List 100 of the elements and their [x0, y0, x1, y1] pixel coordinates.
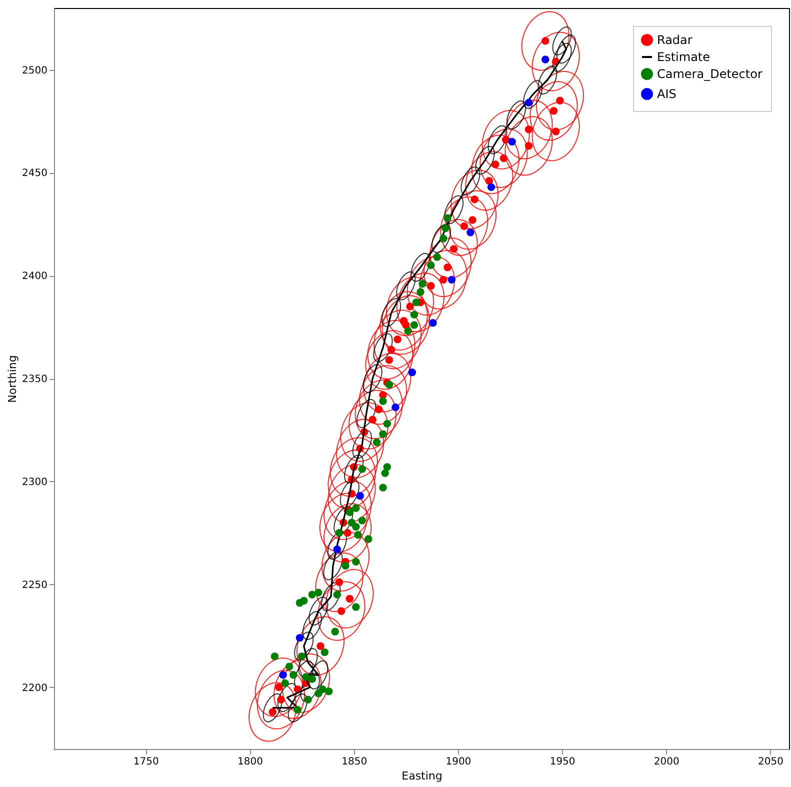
point	[298, 652, 306, 660]
x-tick-label: 1750	[133, 756, 159, 768]
x-tick-label: 2000	[654, 756, 680, 768]
point	[556, 96, 564, 104]
point	[392, 403, 400, 412]
point	[333, 590, 342, 598]
point	[468, 216, 476, 224]
point	[418, 280, 426, 288]
point	[308, 675, 316, 683]
point	[460, 222, 468, 230]
y-tick-label: 2450	[22, 168, 48, 180]
point	[550, 107, 558, 115]
point	[492, 160, 500, 168]
point	[324, 688, 333, 696]
point	[379, 430, 387, 438]
point	[270, 652, 279, 660]
point	[524, 98, 533, 107]
point	[296, 598, 304, 607]
point	[552, 128, 560, 136]
point	[335, 578, 344, 586]
point	[383, 463, 392, 471]
point	[444, 263, 452, 272]
point	[416, 288, 424, 296]
point	[358, 516, 366, 524]
point	[346, 594, 354, 603]
point	[524, 142, 533, 150]
point	[374, 406, 383, 414]
point	[381, 469, 389, 478]
x-tick-label: 1800	[237, 756, 263, 768]
point	[394, 336, 402, 344]
point	[372, 438, 381, 446]
x-tick-label: 1850	[342, 756, 368, 768]
point	[356, 492, 364, 500]
point	[500, 154, 508, 162]
point	[439, 276, 448, 284]
point	[352, 603, 360, 611]
point	[352, 504, 360, 512]
point	[410, 321, 418, 329]
point	[448, 276, 456, 284]
point	[408, 368, 416, 376]
point	[450, 244, 458, 253]
x-tick-label: 2050	[758, 756, 784, 768]
y-tick-label: 2250	[22, 580, 48, 591]
point	[337, 607, 346, 615]
point	[542, 56, 550, 64]
point	[279, 671, 287, 679]
point	[404, 327, 412, 336]
point	[385, 356, 394, 364]
y-tick-label: 2400	[22, 271, 48, 282]
point	[426, 261, 435, 270]
y-tick-label: 2200	[22, 682, 48, 694]
point	[385, 380, 394, 389]
legend-label: Radar	[657, 33, 692, 47]
legend-label: AIS	[657, 87, 676, 101]
point	[348, 518, 356, 526]
legend-label: Estimate	[657, 50, 710, 64]
x-tick-label: 1950	[550, 756, 576, 768]
legend-label: Camera_Detector	[657, 67, 762, 81]
point	[314, 690, 322, 698]
point	[470, 196, 478, 204]
point	[383, 420, 392, 428]
point	[304, 696, 312, 704]
point	[277, 696, 285, 704]
point	[290, 671, 298, 679]
point	[433, 253, 441, 261]
point	[466, 228, 474, 236]
point	[379, 484, 387, 492]
x-axis-title: Easting	[402, 770, 442, 782]
point	[281, 679, 289, 687]
point	[352, 558, 360, 566]
point	[335, 529, 344, 537]
y-axis-title: Northing	[6, 355, 20, 403]
point	[308, 590, 316, 598]
point	[331, 628, 339, 636]
point	[502, 136, 510, 144]
point	[402, 321, 410, 329]
point	[387, 346, 396, 354]
point	[314, 588, 322, 596]
point	[364, 535, 372, 543]
point	[426, 282, 435, 290]
point	[524, 126, 533, 134]
point	[354, 531, 362, 539]
point	[342, 562, 350, 570]
point	[442, 224, 450, 232]
point	[508, 138, 516, 146]
y-tick-label: 2300	[22, 476, 48, 488]
point	[320, 648, 329, 656]
point	[268, 708, 276, 716]
point	[296, 634, 304, 642]
point	[344, 529, 352, 537]
y-tick-label: 2350	[22, 374, 48, 385]
y-tick-label: 2500	[22, 65, 48, 76]
point	[346, 508, 354, 516]
point	[412, 298, 420, 306]
point	[487, 183, 496, 191]
x-tick-label: 1900	[446, 756, 472, 768]
point	[275, 683, 283, 692]
point	[379, 397, 387, 406]
point	[542, 37, 550, 45]
point	[444, 214, 452, 222]
